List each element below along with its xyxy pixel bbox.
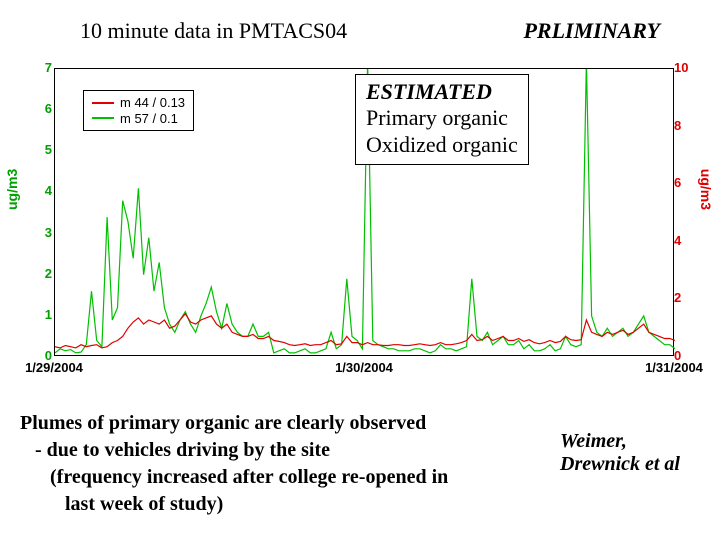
ytick-right: 6 <box>674 175 702 190</box>
ytick-left: 6 <box>24 101 52 116</box>
legend-item-m44: m 44 / 0.13 <box>92 95 185 111</box>
footer-credit: Weimer, Drewnick et al <box>560 430 680 476</box>
ytick-left: 7 <box>24 60 52 75</box>
credit-line2: Drewnick et al <box>560 453 680 475</box>
page-title-right: PRLIMINARY <box>523 18 660 44</box>
legend-box: m 44 / 0.13 m 57 / 0.1 <box>83 90 194 131</box>
legend-swatch-m57 <box>92 117 114 119</box>
ytick-right: 10 <box>674 60 702 75</box>
footer-text: Plumes of primary organic are clearly ob… <box>20 410 448 518</box>
ytick-right: 8 <box>674 118 702 133</box>
ytick-right: 4 <box>674 233 702 248</box>
ytick-left: 1 <box>24 307 52 322</box>
annotation-line3: Oxidized organic <box>366 132 518 158</box>
xtick: 1/29/2004 <box>25 360 83 375</box>
ytick-right: 2 <box>674 290 702 305</box>
xtick: 1/30/2004 <box>335 360 393 375</box>
xtick: 1/31/2004 <box>645 360 703 375</box>
legend-swatch-m44 <box>92 102 114 104</box>
credit-line1: Weimer, <box>560 430 627 452</box>
legend-item-m57: m 57 / 0.1 <box>92 111 185 127</box>
annotation-line1: ESTIMATED <box>366 79 518 105</box>
legend-label-m57: m 57 / 0.1 <box>120 111 178 127</box>
annotation-box: ESTIMATED Primary organic Oxidized organ… <box>355 74 529 165</box>
ytick-left: 4 <box>24 183 52 198</box>
legend-label-m44: m 44 / 0.13 <box>120 95 185 111</box>
ytick-left: 2 <box>24 266 52 281</box>
y-axis-label-left: ug/m3 <box>4 169 20 210</box>
ytick-left: 3 <box>24 225 52 240</box>
page-title-left: 10 minute data in PMTACS04 <box>80 18 347 44</box>
annotation-line2: Primary organic <box>366 105 518 131</box>
ytick-left: 5 <box>24 142 52 157</box>
